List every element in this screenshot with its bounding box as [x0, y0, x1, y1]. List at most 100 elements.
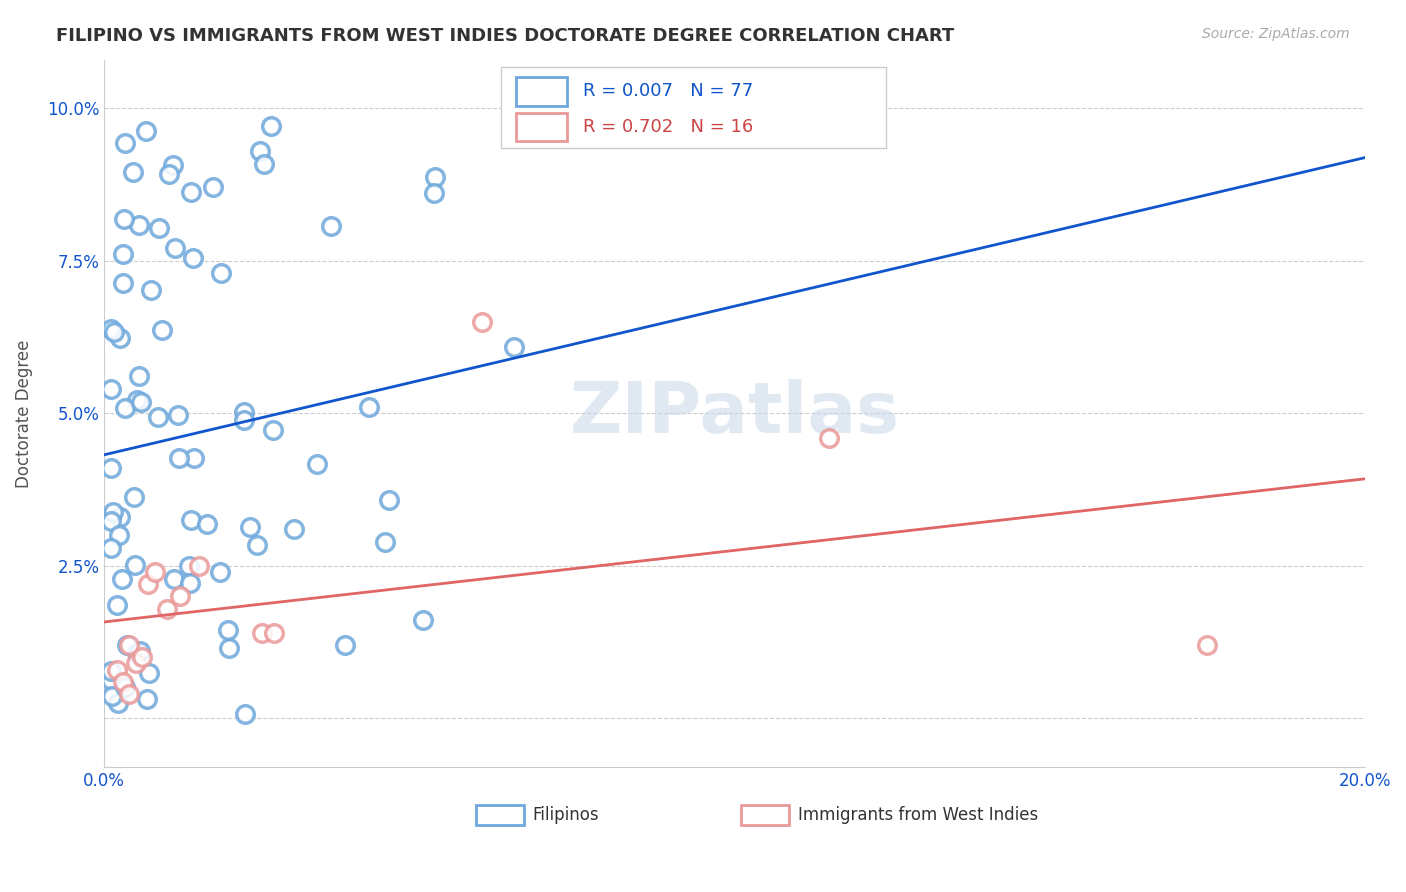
Point [283, 522, 305, 536]
Text: Immigrants from West Indies: Immigrants from West Indies [797, 806, 1038, 824]
Point [100, 673, 122, 687]
FancyBboxPatch shape [516, 112, 567, 141]
Point [100, 514, 122, 528]
Point [471, 315, 494, 329]
Point [187, 558, 209, 573]
Point [162, 158, 184, 172]
Text: Filipinos: Filipinos [533, 806, 599, 824]
FancyBboxPatch shape [516, 78, 567, 105]
Point [250, 626, 273, 640]
Text: R = 0.702   N = 16: R = 0.702 N = 16 [583, 118, 754, 136]
Point [232, 413, 254, 427]
Point [156, 601, 179, 615]
Point [112, 247, 135, 261]
Point [263, 626, 285, 640]
Point [131, 395, 153, 409]
Point [107, 696, 129, 710]
Point [167, 450, 190, 465]
Point [118, 638, 141, 652]
Point [125, 646, 148, 660]
Text: R = 0.007   N = 77: R = 0.007 N = 77 [583, 82, 754, 101]
Point [138, 577, 160, 591]
FancyBboxPatch shape [477, 805, 524, 825]
Point [135, 124, 157, 138]
Point [143, 565, 166, 579]
Point [100, 665, 122, 679]
Point [167, 408, 190, 422]
Point [112, 212, 135, 227]
Point [103, 325, 125, 339]
Point [139, 283, 162, 297]
Point [128, 369, 150, 384]
Point [114, 401, 136, 416]
Point [105, 598, 128, 612]
Point [423, 186, 446, 201]
Point [503, 340, 526, 354]
Point [218, 640, 240, 655]
Point [114, 136, 136, 151]
Point [233, 405, 256, 419]
Point [100, 461, 122, 475]
Point [260, 119, 283, 133]
Point [110, 509, 132, 524]
Point [124, 558, 146, 572]
Point [183, 450, 205, 465]
Point [307, 457, 329, 471]
Point [136, 692, 159, 706]
Point [217, 623, 239, 637]
Point [233, 707, 256, 722]
Point [100, 383, 122, 397]
Point [249, 145, 271, 159]
Point [359, 400, 381, 414]
Point [169, 590, 191, 604]
Point [138, 666, 160, 681]
Point [131, 650, 153, 665]
Text: Source: ZipAtlas.com: Source: ZipAtlas.com [1202, 27, 1350, 41]
Point [100, 689, 122, 703]
Point [111, 572, 134, 586]
Point [122, 490, 145, 504]
Point [112, 674, 135, 689]
Text: FILIPINO VS IMMIGRANTS FROM WEST INDIES DOCTORATE DEGREE CORRELATION CHART: FILIPINO VS IMMIGRANTS FROM WEST INDIES … [56, 27, 955, 45]
Point [262, 423, 284, 437]
Point [114, 680, 136, 694]
Point [128, 219, 150, 233]
Point [374, 534, 396, 549]
Point [321, 219, 343, 233]
Point [180, 185, 202, 199]
Point [177, 559, 200, 574]
Point [112, 277, 135, 291]
Point [157, 167, 180, 181]
Point [335, 638, 357, 652]
Text: ZIPatlas: ZIPatlas [569, 379, 900, 448]
Point [181, 251, 204, 265]
Point [246, 538, 269, 552]
Point [121, 165, 143, 179]
Point [378, 492, 401, 507]
Point [150, 323, 173, 337]
FancyBboxPatch shape [741, 805, 789, 825]
Point [125, 392, 148, 407]
Point [146, 410, 169, 425]
Point [110, 331, 132, 345]
Point [125, 657, 148, 671]
Point [239, 519, 262, 533]
Point [101, 505, 124, 519]
Point [179, 575, 201, 590]
Point [148, 221, 170, 235]
Point [163, 241, 186, 255]
Point [253, 157, 276, 171]
Point [128, 644, 150, 658]
Point [115, 639, 138, 653]
Point [209, 266, 232, 280]
Point [818, 431, 841, 445]
Point [425, 170, 447, 185]
Point [163, 572, 186, 586]
Y-axis label: Doctorate Degree: Doctorate Degree [15, 339, 32, 488]
Point [195, 517, 218, 532]
Point [209, 566, 232, 580]
FancyBboxPatch shape [502, 67, 886, 148]
Point [412, 613, 434, 627]
Point [118, 687, 141, 701]
Point [100, 541, 122, 556]
